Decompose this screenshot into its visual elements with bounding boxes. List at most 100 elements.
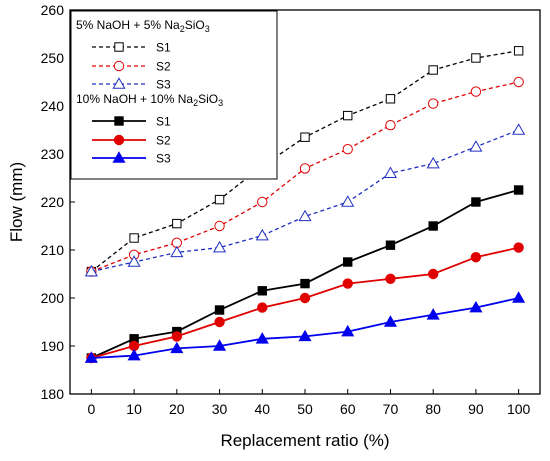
legend-box (70, 10, 278, 180)
legend-label: S3 (156, 152, 171, 166)
data-point (298, 329, 312, 342)
data-point (428, 221, 438, 231)
legend-label: S1 (156, 115, 171, 129)
data-point (299, 163, 311, 174)
legend-label: S1 (156, 41, 171, 55)
legend-entry-s1-group-2: S1 (92, 115, 171, 129)
legend-title-part: 2 (193, 98, 198, 108)
data-point (385, 273, 396, 284)
data-point (255, 228, 269, 241)
data-point (342, 278, 353, 289)
data-point (114, 42, 124, 52)
series-line (91, 297, 519, 359)
data-point (341, 195, 355, 207)
x-axis-title: Replacement ratio (%) (220, 431, 389, 450)
data-point (471, 53, 481, 63)
data-point (214, 194, 225, 205)
data-point (298, 209, 312, 222)
data-point (427, 268, 439, 280)
data-point (513, 185, 524, 195)
legend-label: S3 (156, 78, 171, 92)
legend-title-part: SiO (198, 92, 218, 106)
x-tick-label: 10 (126, 401, 142, 417)
data-point (127, 348, 141, 361)
data-point (427, 98, 439, 109)
data-point (84, 351, 98, 363)
legend-title-part: 3 (205, 24, 210, 34)
data-point (212, 339, 227, 351)
x-tick-label: 100 (507, 401, 531, 417)
data-point (512, 123, 526, 135)
data-point (426, 156, 440, 169)
data-point (343, 110, 353, 121)
data-point (112, 77, 126, 89)
legend-entry-s3-group-1: S3 (92, 77, 171, 92)
data-point (426, 308, 440, 320)
y-tick-label: 200 (41, 290, 65, 306)
legend-group-title-2: 10% NaOH + 10% Na2SiO3 (76, 92, 223, 108)
data-point (127, 255, 141, 267)
data-point (84, 264, 98, 277)
data-point (255, 332, 269, 344)
data-point (341, 324, 355, 337)
data-point (383, 166, 398, 178)
data-point (257, 302, 268, 313)
data-point (257, 196, 268, 208)
data-point (470, 252, 482, 263)
series-s3-group-2 (84, 291, 526, 363)
series-layer (84, 46, 526, 364)
legend-group-title-1: 5% NaOH + 5% Na2SiO3 (76, 18, 210, 34)
data-point (113, 134, 125, 146)
data-point (114, 116, 124, 126)
y-tick-label: 230 (41, 146, 65, 162)
data-point (257, 286, 267, 296)
data-point (343, 257, 353, 267)
y-tick-label: 180 (41, 386, 65, 402)
data-point (469, 140, 483, 152)
data-point (428, 65, 438, 75)
x-tick-label: 80 (425, 401, 441, 417)
x-tick-label: 0 (87, 401, 95, 417)
legend-label: S2 (156, 60, 171, 74)
x-tick-label: 70 (383, 401, 399, 417)
x-tick-label: 50 (297, 401, 313, 417)
x-axis: 0 10 20 30 40 50 60 70 80 90 100 (87, 389, 531, 417)
data-point (513, 76, 524, 88)
data-point (170, 245, 184, 258)
data-point (469, 300, 483, 313)
legend-label: S2 (156, 134, 171, 148)
data-point (112, 151, 126, 163)
data-point (212, 240, 227, 253)
data-point (171, 331, 183, 342)
data-point (299, 292, 311, 304)
data-point (512, 291, 526, 303)
data-point (342, 144, 353, 155)
y-tick-label: 240 (41, 98, 65, 114)
y-tick-label: 210 (41, 242, 65, 258)
x-tick-label: 30 (212, 401, 228, 417)
x-tick-label: 90 (468, 401, 484, 417)
legend-title-part: SiO (185, 18, 205, 32)
data-point (214, 220, 225, 232)
series-line (91, 129, 519, 273)
legend-entry-s2-group-2: S2 (92, 134, 171, 148)
y-tick-label: 250 (41, 50, 65, 66)
x-tick-label: 60 (340, 401, 356, 417)
legend-title-part: 2 (180, 24, 185, 34)
data-point (513, 242, 524, 253)
data-point (170, 341, 184, 354)
x-tick-label: 20 (169, 401, 185, 417)
data-point (385, 94, 396, 104)
legend-entry-s1-group-1: S1 (92, 41, 171, 55)
y-axis: 180 190 200 210 220 230 240 250 260 (41, 2, 75, 402)
legend-title-part: 5% NaOH + 5% Na (76, 18, 180, 32)
series-s3-group-1 (84, 123, 526, 277)
y-tick-label: 260 (41, 2, 65, 18)
data-point (385, 240, 396, 250)
data-point (513, 46, 524, 56)
data-point (385, 120, 396, 131)
data-point (383, 315, 398, 327)
data-point (300, 132, 310, 142)
